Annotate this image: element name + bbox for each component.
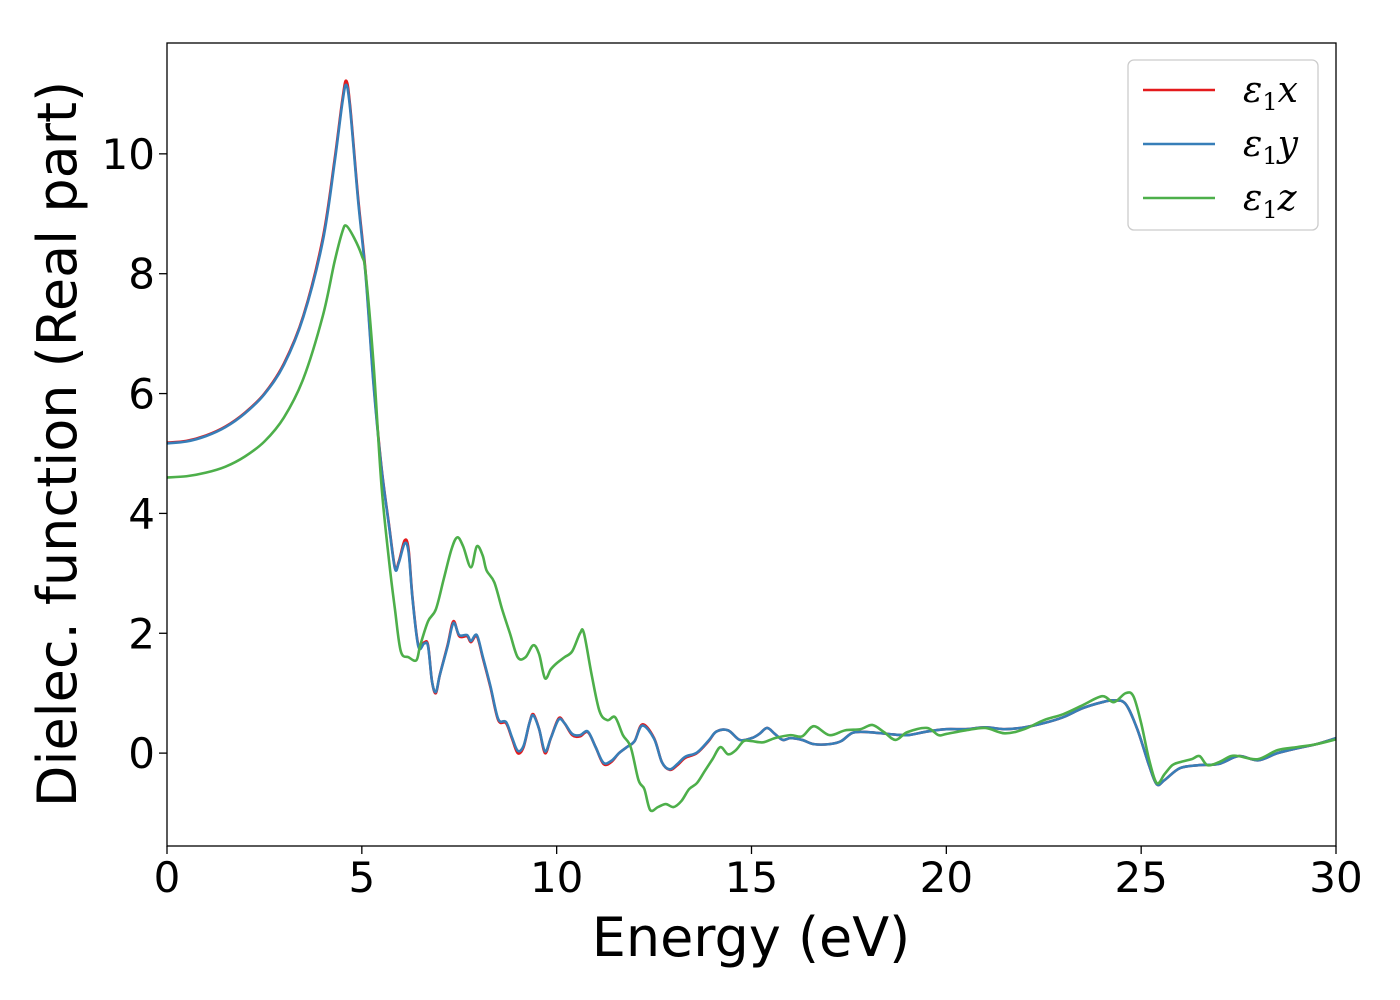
y-axis: 0 2 4 6 8 10 [102,130,167,778]
y-tick-label: 10 [102,130,155,179]
x-axis-label: Energy (eV) [592,906,911,969]
x-tick-label: 25 [1114,853,1167,902]
y-tick-label: 2 [128,609,155,658]
series-line-y [167,83,1336,787]
y-tick-label: 6 [128,370,155,419]
y-tick-label: 8 [128,250,155,299]
x-tick-label: 20 [920,853,973,902]
y-tick-label: 0 [128,729,155,778]
x-tick-label: 30 [1309,853,1362,902]
x-tick-label: 0 [154,853,181,902]
y-tick-label: 4 [128,489,155,538]
legend-label-y: ε1y [1243,124,1299,170]
y-axis-label: Dielec. function (Real part) [26,81,89,807]
x-tick-label: 5 [348,853,375,902]
series-line-z [167,224,1336,813]
x-tick-label: 10 [530,853,583,902]
legend-box [1127,59,1319,231]
x-tick-label: 15 [725,853,778,902]
series-layer [167,79,1336,813]
legend: ε1x ε1y ε1z [1127,59,1319,231]
legend-label-x: ε1x [1243,70,1298,116]
legend-label-z: ε1z [1243,178,1298,224]
x-axis: 0 5 10 15 20 25 30 [154,846,1363,902]
